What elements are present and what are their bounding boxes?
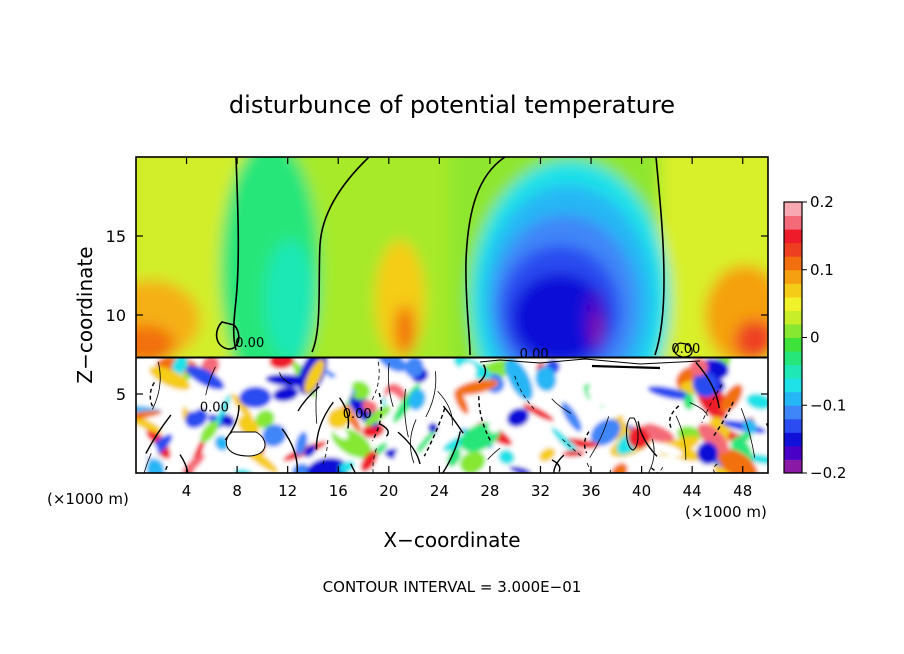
x-tick-label: 48 xyxy=(733,482,752,500)
x-tick-label: 24 xyxy=(430,482,449,500)
x-axis-label: X−coordinate xyxy=(383,528,520,552)
colorbar-swatch xyxy=(784,337,802,352)
contour-line xyxy=(215,321,240,350)
contour-label: 0.00 xyxy=(235,336,264,351)
x-tick-label: 16 xyxy=(329,482,348,500)
colorbar-swatch xyxy=(784,323,802,338)
contour-label: 0.00 xyxy=(343,407,372,422)
colorbar-swatch xyxy=(784,242,802,257)
y-tick-labels: 5 10 15 xyxy=(106,227,126,404)
x-tick-label: 8 xyxy=(232,482,242,500)
contour-label: 0.00 xyxy=(520,347,549,362)
colorbar-swatch xyxy=(784,351,802,366)
x-unit-label-right: (×1000 m) xyxy=(685,503,767,521)
y-axis-label: Z−coordinate xyxy=(73,246,97,383)
x-tick-labels: 4 8 12 16 20 24 28 32 36 40 44 48 xyxy=(182,482,752,500)
ticks xyxy=(136,157,768,473)
contour-line xyxy=(591,364,661,370)
colorbar-swatch xyxy=(784,310,802,325)
colorbar-tick-label: 0 xyxy=(810,329,820,347)
x-tick-label: 36 xyxy=(581,482,600,500)
colorbar-swatch xyxy=(784,378,802,393)
colorbar-swatch xyxy=(784,229,802,244)
colorbar-swatch xyxy=(784,296,802,311)
colorbar-swatch xyxy=(784,405,802,420)
plot-area: 0.00 0.00 0.00 0.00 0.00 xyxy=(135,156,769,474)
colorbar-tick-label: −0.2 xyxy=(810,464,846,482)
contour-line xyxy=(311,157,370,353)
colorbar-swatch xyxy=(784,364,802,379)
y-tick-label: 15 xyxy=(106,227,126,246)
colorbar: 0.2 0.1 0 −0.1 −0.2 xyxy=(783,193,846,482)
x-tick-label: 20 xyxy=(379,482,398,500)
contour-line xyxy=(465,157,506,356)
colorbar-tick-label: −0.1 xyxy=(810,396,846,414)
contour-label: 0.00 xyxy=(200,401,229,416)
colorbar-swatch xyxy=(784,202,802,217)
x-unit-label: (×1000 m) xyxy=(47,490,129,508)
contour-line xyxy=(479,358,701,365)
contour-label: 0.00 xyxy=(671,342,700,357)
y-tick-label: 10 xyxy=(106,306,126,325)
colorbar-swatch xyxy=(784,432,802,447)
y-tick-label: 5 xyxy=(116,385,126,404)
colorbar-tick-label: 0.2 xyxy=(810,193,834,211)
colorbar-swatch xyxy=(784,215,802,230)
contour-interval-note: CONTOUR INTERVAL = 3.000E−01 xyxy=(323,578,582,596)
x-tick-label: 32 xyxy=(531,482,550,500)
x-tick-label: 28 xyxy=(480,482,499,500)
x-tick-label: 40 xyxy=(632,482,651,500)
colorbar-swatch xyxy=(784,283,802,298)
colorbar-swatch xyxy=(784,256,802,271)
colorbar-swatch xyxy=(784,269,802,284)
colorbar-swatch xyxy=(784,445,802,460)
contour-labels: 0.00 0.00 0.00 0.00 0.00 xyxy=(200,336,700,422)
colorbar-swatch xyxy=(784,418,802,433)
x-tick-label: 44 xyxy=(683,482,702,500)
x-tick-label: 4 xyxy=(182,482,192,500)
chart-title: disturbunce of potential temperature xyxy=(229,91,675,119)
contour-line xyxy=(654,157,665,356)
contour-line xyxy=(232,157,240,351)
colorbar-swatch xyxy=(784,459,802,474)
x-tick-label: 12 xyxy=(278,482,297,500)
colorbar-swatch xyxy=(784,391,802,406)
field-upper xyxy=(136,157,768,358)
colorbar-tick-label: 0.1 xyxy=(810,261,834,279)
